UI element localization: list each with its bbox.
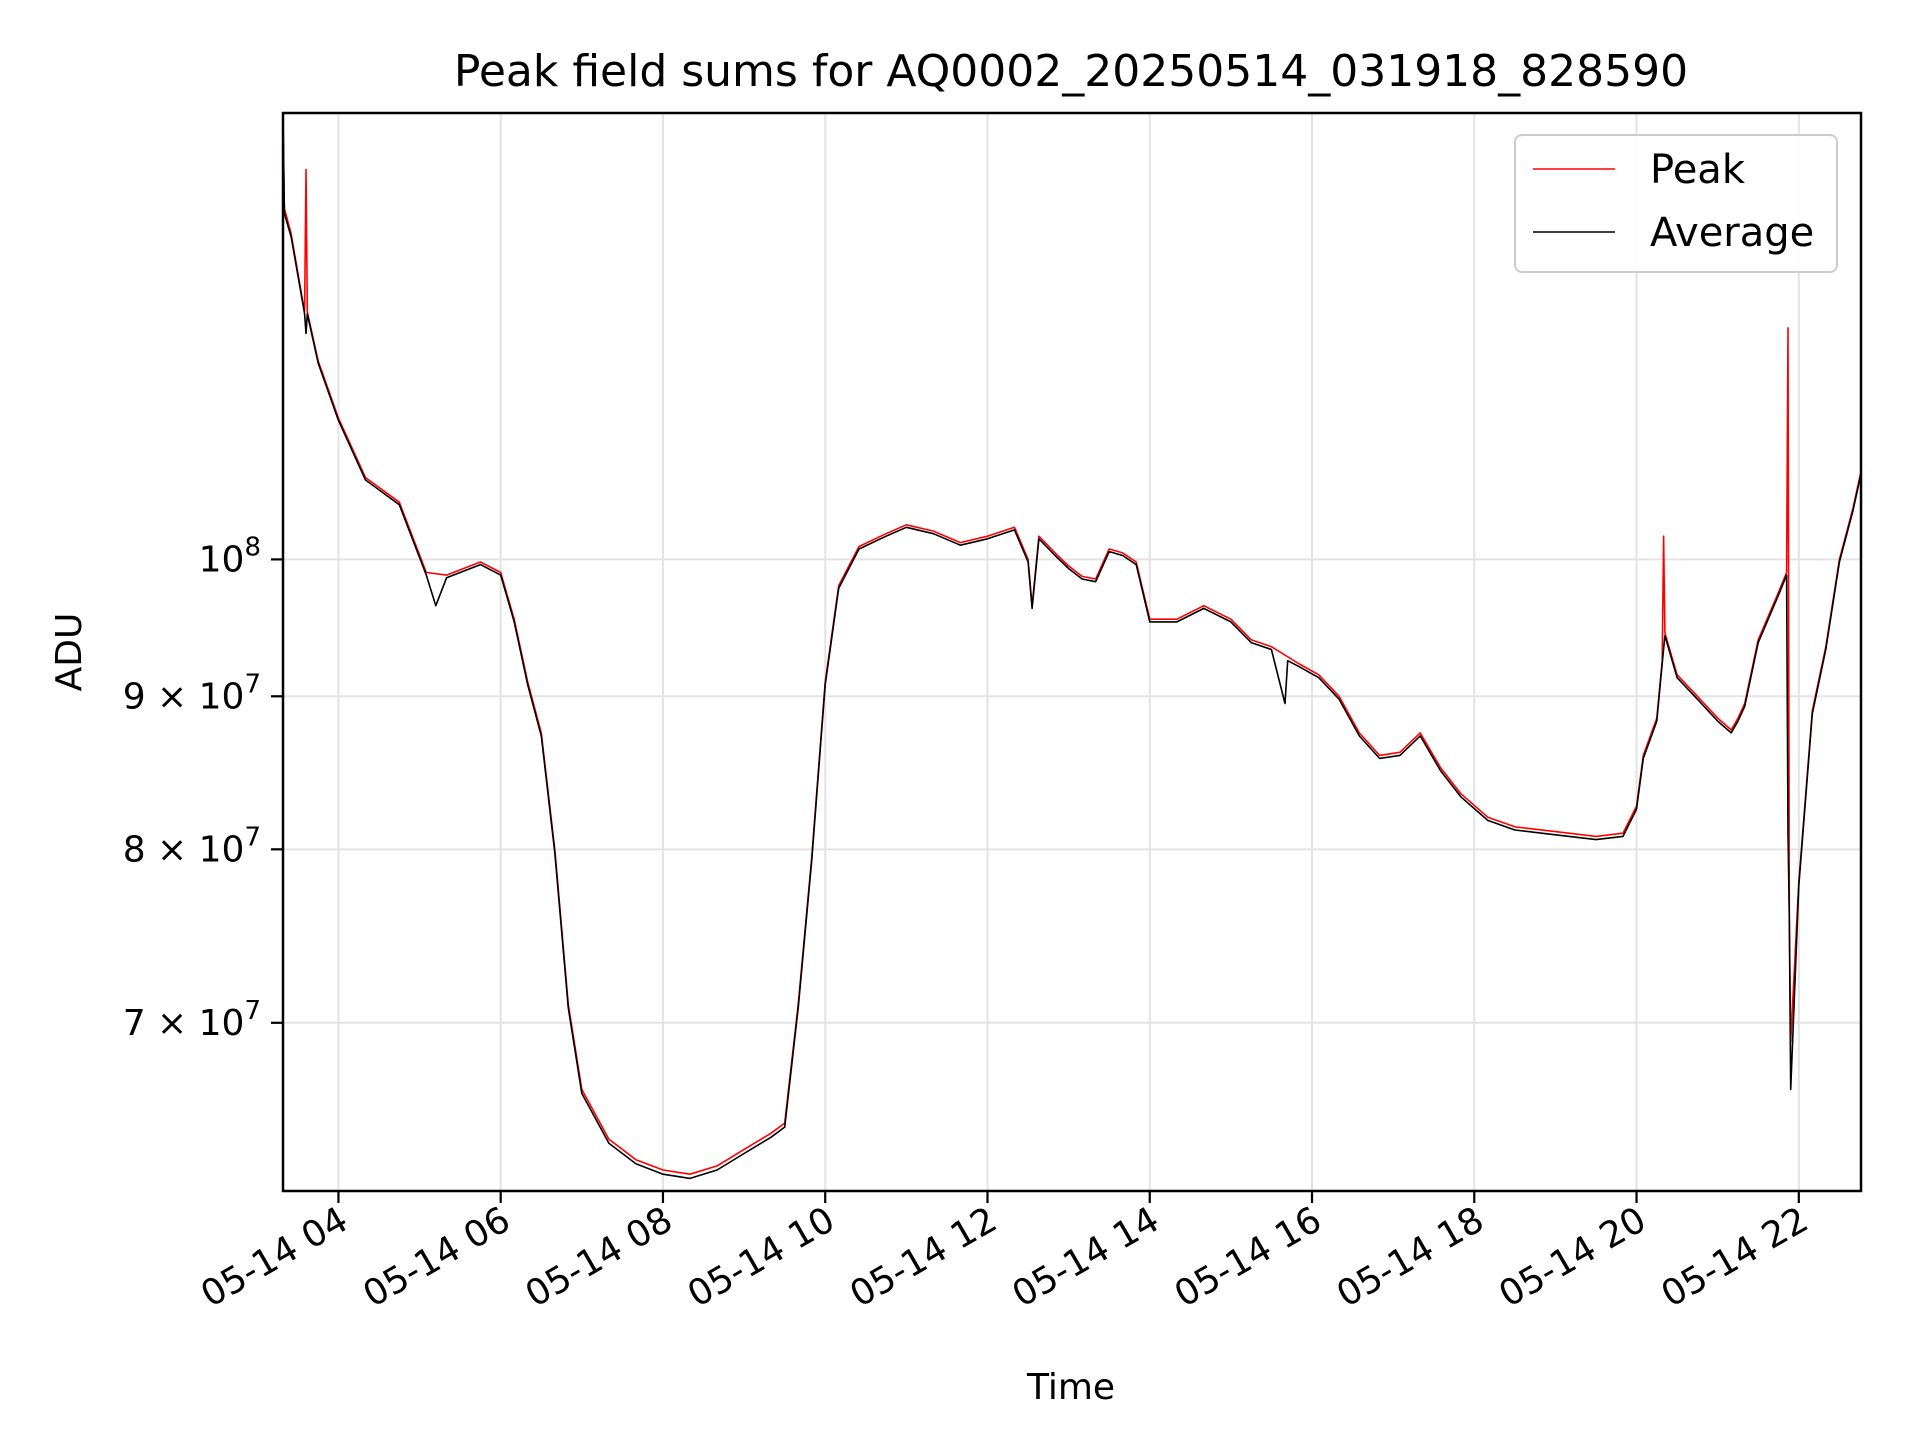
y-tick-label-base: 9 × 10 [123, 676, 245, 717]
series-layer [283, 117, 1861, 1180]
y-tick-label-exponent: 7 [244, 669, 261, 699]
legend-label-peak: Peak [1650, 147, 1746, 193]
y-tick-label: 108 [199, 532, 261, 580]
y-tick-label-exponent: 8 [244, 532, 261, 562]
y-tick-label-base: 10 [199, 539, 245, 580]
x-axis-label: Time [1026, 1367, 1115, 1408]
y-tick-label: 7 × 107 [123, 996, 261, 1044]
legend: Peak Average [1514, 134, 1838, 273]
y-tick-label-base: 7 × 10 [123, 1003, 245, 1044]
legend-label-average: Average [1650, 210, 1814, 256]
chart-title: Peak field sums for AQ0002_20250514_0319… [454, 46, 1688, 97]
series-line-average [283, 117, 1861, 1180]
y-tick-label-exponent: 7 [244, 822, 261, 852]
y-tick-label: 8 × 107 [123, 822, 261, 870]
grid [283, 113, 1861, 1191]
y-tick-label: 9 × 107 [123, 669, 261, 717]
y-tick-label-exponent: 7 [244, 996, 261, 1026]
y-tick-label-base: 8 × 10 [123, 829, 245, 870]
y-axis-label: ADU [49, 613, 90, 692]
plot-frame [281, 111, 1863, 1193]
